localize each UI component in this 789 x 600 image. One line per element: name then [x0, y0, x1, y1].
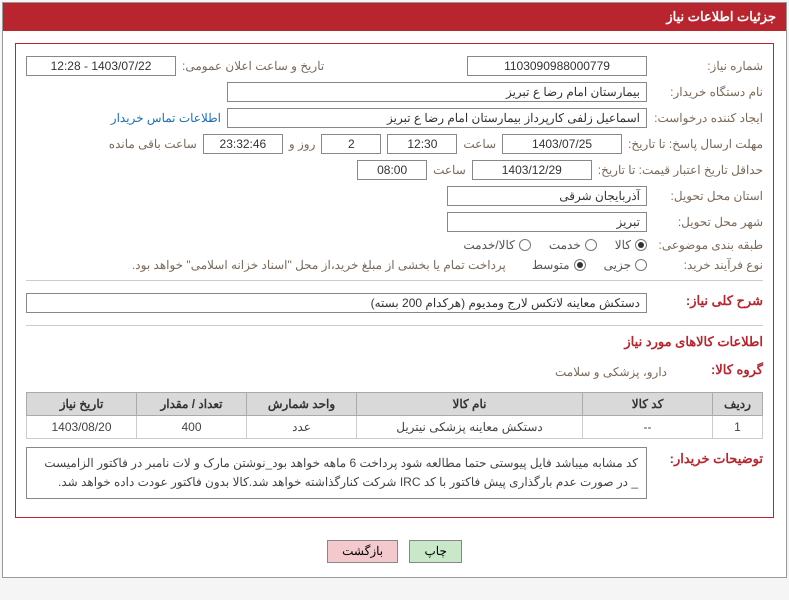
link-buyer-contact[interactable]: اطلاعات تماس خریدار: [111, 111, 221, 125]
label-requester: ایجاد کننده درخواست:: [653, 111, 763, 125]
field-reply-time: 12:30: [387, 134, 457, 154]
radio-label: خدمت: [549, 238, 581, 252]
label-req-no: شماره نیاز:: [653, 59, 763, 73]
label-announce-dt: تاریخ و ساعت اعلان عمومی:: [182, 59, 324, 73]
field-price-valid-time: 08:00: [357, 160, 427, 180]
label-time-1: ساعت: [463, 137, 496, 151]
field-req-no: 1103090988000779: [467, 56, 647, 76]
field-overall-desc: دستکش معاینه لاتکس لارج ومدیوم (هرکدام 2…: [26, 293, 647, 313]
purchase-radio-group: جزیی متوسط: [532, 258, 647, 272]
items-table: ردیفکد کالانام کالاواحد شمارشتعداد / مقد…: [26, 392, 763, 439]
row-price-validity: حداقل تاریخ اعتبار قیمت: تا تاریخ: 1403/…: [26, 160, 763, 180]
radio-label: جزیی: [604, 258, 631, 272]
label-purchase-type: نوع فرآیند خرید:: [653, 258, 763, 272]
label-remaining: ساعت باقی مانده: [109, 137, 197, 151]
back-button[interactable]: بازگشت: [327, 540, 398, 563]
purchase-option-1[interactable]: متوسط: [532, 258, 586, 272]
radio-label: کالا/خدمت: [463, 238, 514, 252]
row-buyer-org: نام دستگاه خریدار: بیمارستان امام رضا ع …: [26, 82, 763, 102]
row-purchase-type: نوع فرآیند خرید: جزیی متوسط پرداخت تمام ی…: [26, 258, 763, 272]
table-header-cell: واحد شمارش: [247, 393, 357, 416]
row-reply-deadline: مهلت ارسال پاسخ: تا تاریخ: 1403/07/25 سا…: [26, 134, 763, 154]
field-province: آذربایجان شرقی: [447, 186, 647, 206]
table-cell: عدد: [247, 416, 357, 439]
purchase-option-0[interactable]: جزیی: [604, 258, 647, 272]
row-city: شهر محل تحویل: تبریز: [26, 212, 763, 232]
row-province: استان محل تحویل: آذربایجان شرقی: [26, 186, 763, 206]
table-header-cell: تعداد / مقدار: [137, 393, 247, 416]
table-cell: 1403/08/20: [27, 416, 137, 439]
field-price-valid-date: 1403/12/29: [472, 160, 592, 180]
category-radio-group: کالا خدمت کالا/خدمت: [463, 238, 647, 252]
label-buyer-org: نام دستگاه خریدار:: [653, 85, 763, 99]
label-overall-desc: شرح کلی نیاز:: [653, 293, 763, 309]
label-city: شهر محل تحویل:: [653, 215, 763, 229]
table-header-cell: ردیف: [713, 393, 763, 416]
table-header-row: ردیفکد کالانام کالاواحد شمارشتعداد / مقد…: [27, 393, 763, 416]
radio-icon: [635, 239, 647, 251]
divider-2: [26, 325, 763, 326]
field-requester: اسماعیل زلفی کارپرداز بیمارستان امام رضا…: [227, 108, 647, 128]
table-cell: --: [583, 416, 713, 439]
radio-icon: [585, 239, 597, 251]
field-reply-date: 1403/07/25: [502, 134, 622, 154]
panel-title: جزئیات اطلاعات نیاز: [666, 9, 776, 24]
table-header-cell: تاریخ نیاز: [27, 393, 137, 416]
table-row: 1--دستکش معاینه پزشکی نیتریلعدد4001403/0…: [27, 416, 763, 439]
label-time-2: ساعت: [433, 163, 466, 177]
field-item-group: دارو، پزشکی و سلامت: [555, 365, 667, 379]
radio-icon: [519, 239, 531, 251]
field-countdown: 23:32:46: [203, 134, 283, 154]
label-province: استان محل تحویل:: [653, 189, 763, 203]
row-category: طبقه بندی موضوعی: کالا خدمت کالا/خدمت: [26, 238, 763, 252]
label-days-and: روز و: [289, 137, 316, 151]
row-requester: ایجاد کننده درخواست: اسماعیل زلفی کارپرد…: [26, 108, 763, 128]
row-overall-desc: شرح کلی نیاز: دستکش معاینه لاتکس لارج وم…: [26, 289, 763, 317]
table-cell: 1: [713, 416, 763, 439]
category-option-0[interactable]: کالا: [615, 238, 647, 252]
row-req-no: شماره نیاز: 1103090988000779 تاریخ و ساع…: [26, 56, 763, 76]
label-item-group: گروه کالا:: [673, 362, 763, 378]
row-item-group: گروه کالا: دارو، پزشکی و سلامت: [26, 358, 763, 386]
label-category: طبقه بندی موضوعی:: [653, 238, 763, 252]
field-days-left: 2: [321, 134, 381, 154]
payment-note: پرداخت تمام یا بخشی از مبلغ خرید،از محل …: [132, 258, 506, 272]
print-button[interactable]: چاپ: [409, 540, 461, 563]
label-buyer-notes: توضیحات خریدار:: [653, 451, 763, 467]
field-buyer-notes: کد مشابه میباشد فایل پیوستی حتما مطالعه …: [26, 447, 647, 499]
row-buyer-notes: توضیحات خریدار: کد مشابه میباشد فایل پیو…: [26, 447, 763, 499]
field-announce-dt: 1403/07/22 - 12:28: [26, 56, 176, 76]
panel-header: جزئیات اطلاعات نیاز: [3, 3, 786, 31]
radio-label: کالا: [615, 238, 631, 252]
label-price-validity: حداقل تاریخ اعتبار قیمت: تا تاریخ:: [598, 163, 763, 177]
field-buyer-org: بیمارستان امام رضا ع تبریز: [227, 82, 647, 102]
table-header-cell: نام کالا: [357, 393, 583, 416]
category-option-2[interactable]: کالا/خدمت: [463, 238, 530, 252]
radio-label: متوسط: [532, 258, 570, 272]
items-section-title: اطلاعات کالاهای مورد نیاز: [26, 334, 763, 350]
radio-icon: [635, 259, 647, 271]
table-cell: 400: [137, 416, 247, 439]
main-panel: جزئیات اطلاعات نیاز شماره نیاز: 11030909…: [2, 2, 787, 578]
label-reply-deadline: مهلت ارسال پاسخ: تا تاریخ:: [628, 137, 763, 151]
category-option-1[interactable]: خدمت: [549, 238, 597, 252]
radio-icon: [574, 259, 586, 271]
table-header-cell: کد کالا: [583, 393, 713, 416]
details-box: شماره نیاز: 1103090988000779 تاریخ و ساع…: [15, 43, 774, 518]
table-cell: دستکش معاینه پزشکی نیتریل: [357, 416, 583, 439]
footer-buttons: چاپ بازگشت: [3, 530, 786, 577]
divider-1: [26, 280, 763, 281]
field-city: تبریز: [447, 212, 647, 232]
